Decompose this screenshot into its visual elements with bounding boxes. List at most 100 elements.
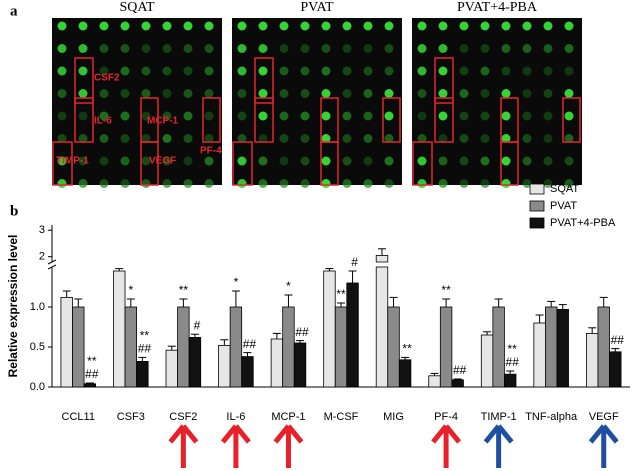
array-spot (438, 156, 448, 166)
significance-mark: # (194, 318, 201, 332)
array-spot (183, 44, 193, 53)
array-spot (279, 156, 289, 166)
array-spot (384, 66, 394, 76)
array-spot (480, 179, 490, 188)
highlight-box (232, 141, 253, 186)
array-spot (501, 134, 511, 143)
significance-mark: ## (295, 325, 309, 339)
array-spot (78, 111, 88, 121)
array-spot (321, 156, 331, 166)
array-spot (459, 44, 469, 53)
bar (83, 383, 97, 388)
array-spot (237, 156, 247, 166)
panel-label: a (10, 3, 18, 19)
array-spot (162, 111, 172, 121)
arrow (588, 424, 619, 468)
highlight-box (52, 141, 73, 186)
significance-mark: ** (402, 342, 412, 356)
significance-mark: ## (85, 367, 99, 381)
array-spot (120, 179, 130, 188)
array-spot (480, 21, 490, 31)
array-spot (300, 179, 310, 188)
array-spot (183, 179, 193, 188)
array-spot (78, 21, 88, 31)
array-spot (279, 89, 289, 98)
x-tick-label: CSF3 (117, 411, 145, 423)
array-spot (342, 179, 352, 188)
array-spot (459, 134, 469, 143)
array-spot (141, 44, 151, 53)
array-spot (438, 179, 448, 188)
significance-mark: ** (441, 283, 451, 297)
array-spot (321, 44, 331, 53)
array-spot (162, 66, 172, 76)
bar (585, 332, 599, 388)
significance-mark: * (128, 283, 133, 297)
array-spot (417, 21, 427, 31)
array-spot (141, 111, 151, 121)
array-title: PVAT+4-PBA (457, 0, 538, 15)
array-spot (204, 156, 214, 166)
bar (124, 306, 137, 388)
array-spot (183, 134, 193, 143)
significance-mark: ## (138, 342, 152, 356)
highlight-box (562, 97, 581, 143)
array-spot (363, 89, 373, 98)
array-spot (501, 179, 511, 188)
legend-label: PVAT+4-PBA (550, 217, 616, 229)
array-spot (279, 21, 289, 31)
array-spot (258, 111, 268, 121)
array-spot (99, 134, 109, 143)
bar (545, 306, 558, 388)
arrow (273, 424, 304, 468)
array-spot (141, 21, 151, 31)
axis-break (47, 264, 57, 270)
box-label: CSF2 (94, 73, 120, 84)
array-spot (204, 134, 214, 143)
array-spot (522, 21, 532, 31)
array-spot (438, 134, 448, 143)
array-spot (342, 89, 352, 98)
array-spot (141, 134, 151, 143)
x-tick-label: CCL11 (62, 411, 95, 423)
array-spot (78, 134, 88, 143)
array-spot (321, 66, 331, 76)
array-spot (99, 66, 109, 76)
bar (533, 322, 546, 388)
array-spot (564, 111, 574, 121)
array-spot (564, 66, 574, 76)
array-spot (480, 134, 490, 143)
array-spot (120, 21, 130, 31)
legend-label: PVAT (550, 200, 577, 212)
array-spot (279, 66, 289, 76)
array-spot (501, 156, 511, 166)
bar (375, 254, 389, 263)
array-spot (120, 89, 130, 98)
array-title: PVAT (300, 0, 334, 15)
legend-swatch (529, 183, 545, 195)
array-spot (564, 44, 574, 53)
array-spot (417, 111, 427, 121)
array-spot (237, 44, 247, 53)
bar (229, 306, 243, 388)
array-spot (564, 179, 574, 188)
array-spot (384, 156, 394, 166)
significance-mark: ## (506, 355, 520, 369)
array-spot (564, 156, 574, 166)
array-spot (141, 179, 151, 188)
array-spot (162, 156, 172, 166)
array-spot (57, 179, 67, 188)
array-spot (501, 66, 511, 76)
significance-mark: ## (243, 337, 257, 351)
array-spot (204, 89, 214, 98)
arrow (220, 424, 251, 468)
bar (136, 360, 149, 388)
array-spot (384, 134, 394, 143)
array-spot (417, 156, 427, 166)
bar (428, 375, 441, 388)
array-spot (480, 156, 490, 166)
array-spot (300, 21, 310, 31)
array-spot (417, 66, 427, 76)
bar (439, 306, 453, 388)
